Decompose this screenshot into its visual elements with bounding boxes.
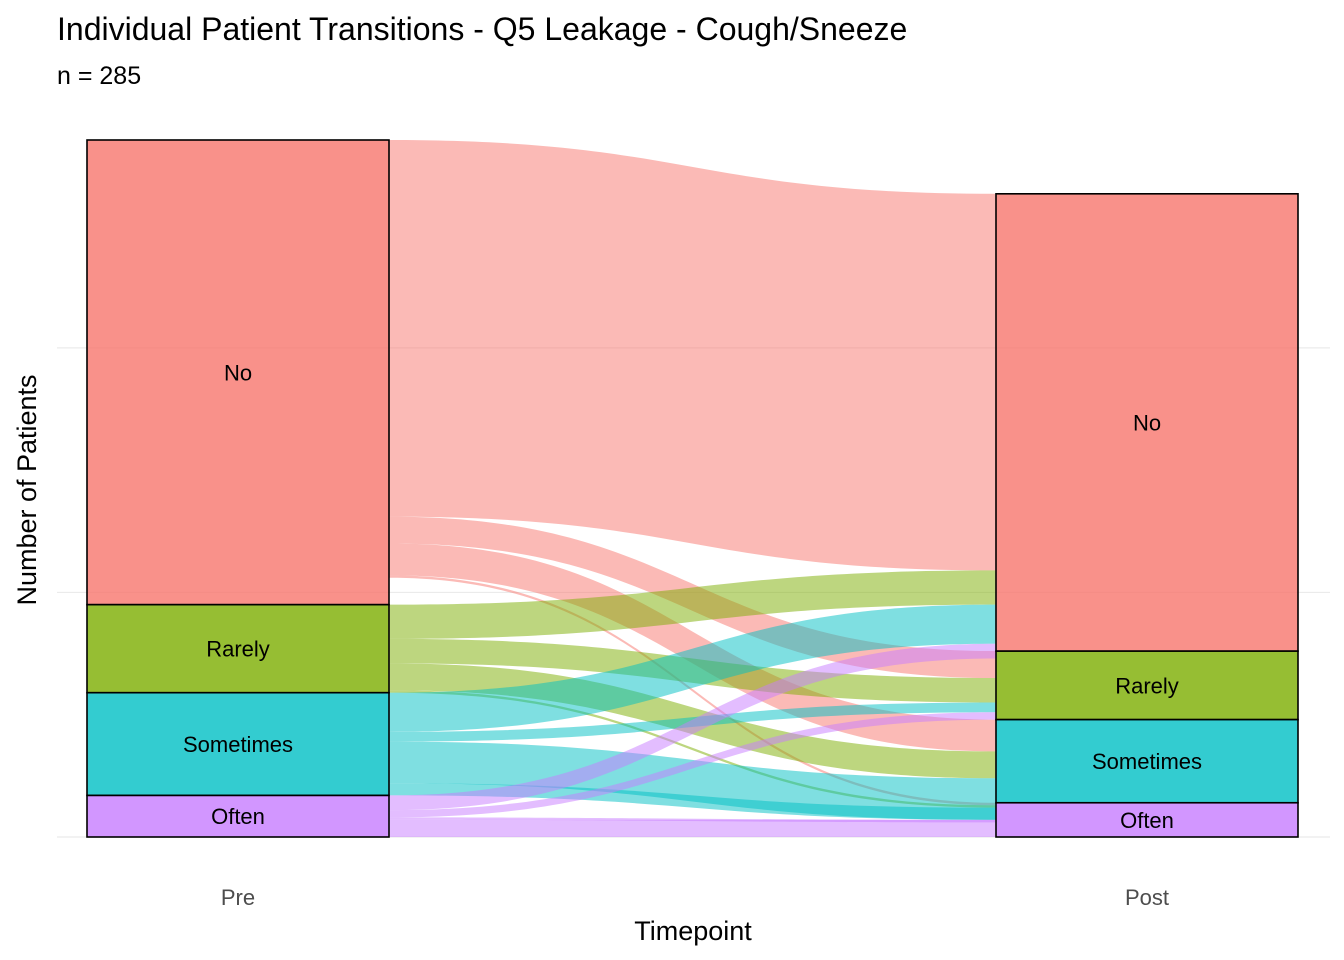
y-axis-title: Number of Patients: [12, 374, 42, 605]
stratum-label-pre-no: No: [224, 360, 252, 385]
stratum-pre-rarely: [86, 603, 390, 694]
x-axis-title: Timepoint: [634, 916, 752, 946]
stratum-label-post-rarely: Rarely: [1115, 673, 1179, 698]
stratum-label-post-sometimes: Sometimes: [1092, 749, 1202, 774]
x-tick-post: Post: [1125, 885, 1169, 910]
flow-often-to-rarely: [389, 712, 996, 818]
flow-rarely-to-often: [389, 690, 996, 808]
stratum-pre-sometimes: [86, 691, 390, 797]
stratum-pre-often: [86, 794, 390, 838]
stratum-label-pre-sometimes: Sometimes: [183, 732, 293, 757]
stratum-post-no: [995, 193, 1299, 652]
stratum-post-sometimes: [995, 718, 1299, 804]
flow-often-to-often: [389, 819, 996, 837]
flow-no-to-no: [389, 140, 996, 571]
stratum-post-often: [995, 801, 1299, 838]
stratum-post-rarely: [995, 650, 1299, 721]
stratum-label-pre-often: Often: [211, 804, 265, 829]
x-tick-pre: Pre: [221, 885, 255, 910]
flows: [389, 140, 996, 837]
flow-sometimes-to-no: [389, 604, 996, 732]
strata: No Rarely Sometimes Often No Rarely Sometimes O…: [86, 139, 1299, 838]
stratum-label-post-often: Often: [1120, 808, 1174, 833]
chart-title: Individual Patient Transitions - Q5 Leak…: [57, 11, 907, 47]
flow-no-to-sometimes: [389, 543, 996, 752]
flow-rarely-to-no: [389, 570, 996, 639]
flow-sometimes-to-sometimes: [389, 741, 996, 820]
stratum-label-post-no: No: [1133, 410, 1161, 435]
stratum-label-pre-rarely: Rarely: [206, 637, 270, 662]
flow-no-to-often: [389, 575, 996, 806]
flow-often-to-no: [389, 643, 996, 811]
stratum-pre-no: [86, 139, 390, 606]
chart-subtitle: n = 285: [57, 62, 141, 90]
